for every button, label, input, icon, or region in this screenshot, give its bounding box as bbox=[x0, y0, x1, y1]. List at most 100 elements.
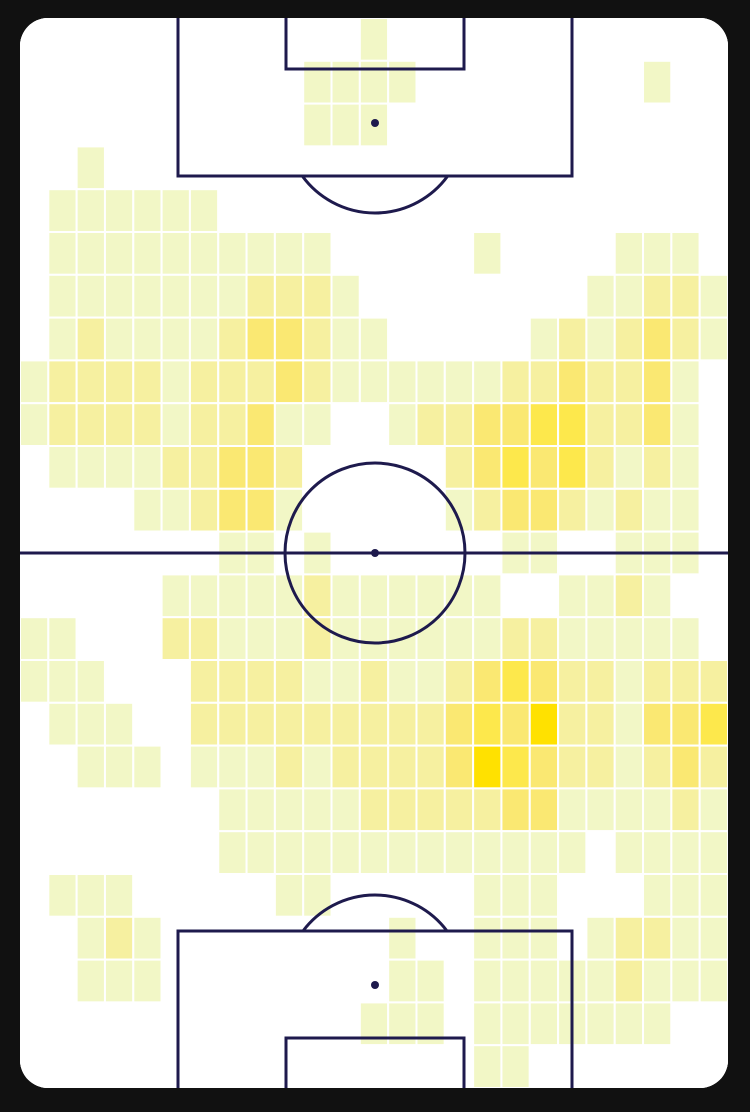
heat-cell bbox=[160, 231, 191, 276]
heat-cell bbox=[47, 231, 78, 276]
heat-cell bbox=[500, 402, 531, 448]
heat-cell bbox=[47, 18, 78, 62]
heat-cell bbox=[330, 102, 361, 148]
heat-cell bbox=[330, 487, 361, 533]
heat-cell bbox=[642, 701, 673, 747]
heat-cell bbox=[132, 445, 163, 490]
center-spot bbox=[371, 549, 379, 557]
heat-cell bbox=[670, 659, 701, 704]
heat-cell bbox=[188, 445, 220, 490]
heat-cell bbox=[302, 487, 333, 533]
heat-cell bbox=[415, 787, 446, 833]
heat-cell bbox=[245, 1001, 276, 1047]
heat-cell bbox=[642, 744, 673, 790]
heat-cell bbox=[75, 873, 106, 918]
heat-cell bbox=[670, 145, 701, 191]
heat-cell bbox=[472, 744, 503, 790]
heat-cell bbox=[443, 873, 475, 918]
heat-cell bbox=[20, 1001, 50, 1047]
heat-cell bbox=[75, 145, 106, 191]
heat-cell bbox=[103, 701, 135, 747]
heat-cell bbox=[188, 402, 220, 448]
heat-cell bbox=[160, 915, 191, 961]
heat-cell bbox=[500, 445, 531, 490]
heat-cell bbox=[472, 787, 503, 833]
heat-cell bbox=[245, 359, 276, 405]
heat-cell bbox=[557, 701, 588, 747]
heat-cell bbox=[302, 787, 333, 833]
heat-cell bbox=[188, 1044, 220, 1088]
heat-cell bbox=[245, 445, 276, 490]
heat-cell bbox=[698, 1044, 728, 1088]
heat-cell bbox=[670, 102, 701, 148]
heat-cell bbox=[642, 188, 673, 233]
heat-cell bbox=[75, 1001, 106, 1047]
heat-cell bbox=[103, 830, 135, 876]
heat-cell bbox=[245, 787, 276, 833]
heat-cell bbox=[75, 701, 106, 747]
heat-cell bbox=[103, 873, 135, 918]
heat-cell bbox=[500, 958, 531, 1004]
heat-cell bbox=[472, 445, 503, 490]
heat-cell bbox=[47, 188, 78, 233]
heat-cell bbox=[670, 701, 701, 747]
heat-cell bbox=[103, 59, 135, 105]
heat-cell bbox=[613, 231, 645, 276]
heat-cell bbox=[245, 830, 276, 876]
heat-cell bbox=[642, 830, 673, 876]
heat-cell bbox=[75, 915, 106, 961]
heat-cell bbox=[188, 958, 220, 1004]
heat-cell bbox=[670, 958, 701, 1004]
heat-cell bbox=[670, 445, 701, 490]
heat-cell bbox=[217, 188, 248, 233]
heat-cell bbox=[698, 359, 728, 405]
heat-cell bbox=[528, 316, 560, 362]
heat-cell bbox=[443, 958, 475, 1004]
heat-cell bbox=[585, 787, 616, 833]
heat-cell bbox=[358, 188, 390, 233]
heat-cell bbox=[500, 316, 531, 362]
heat-cell bbox=[443, 231, 475, 276]
heat-cell bbox=[302, 744, 333, 790]
heat-cell bbox=[472, 402, 503, 448]
heat-cell bbox=[585, 487, 616, 533]
heat-cell bbox=[443, 830, 475, 876]
heat-cell bbox=[103, 316, 135, 362]
heat-cell bbox=[245, 231, 276, 276]
heat-cell bbox=[500, 1001, 531, 1047]
heat-cell bbox=[387, 59, 418, 105]
heat-cell bbox=[472, 701, 503, 747]
heat-cell bbox=[273, 1044, 305, 1088]
heat-cell bbox=[443, 744, 475, 790]
heat-cell bbox=[642, 231, 673, 276]
heat-cell bbox=[528, 915, 560, 961]
heat-cell bbox=[217, 915, 248, 961]
heat-cell bbox=[443, 445, 475, 490]
heat-cell bbox=[132, 59, 163, 105]
heat-cell bbox=[585, 316, 616, 362]
heat-cell bbox=[698, 744, 728, 790]
heat-cell bbox=[358, 145, 390, 191]
heat-cell bbox=[302, 273, 333, 319]
heat-cell bbox=[387, 145, 418, 191]
heat-cell bbox=[103, 1044, 135, 1088]
heat-cell bbox=[103, 573, 135, 619]
heat-cell bbox=[330, 59, 361, 105]
heat-cell bbox=[670, 231, 701, 276]
heat-cell bbox=[302, 1044, 333, 1088]
heat-cell bbox=[387, 102, 418, 148]
heat-cell bbox=[217, 273, 248, 319]
heat-cell bbox=[217, 744, 248, 790]
heat-cell bbox=[642, 18, 673, 62]
heat-cell bbox=[585, 445, 616, 490]
heat-cell bbox=[160, 18, 191, 62]
heat-cell bbox=[273, 830, 305, 876]
heat-cell bbox=[75, 188, 106, 233]
heat-cell bbox=[132, 744, 163, 790]
heat-cell bbox=[585, 359, 616, 405]
heat-cell bbox=[642, 59, 673, 105]
heat-cell bbox=[500, 273, 531, 319]
heat-cell bbox=[358, 273, 390, 319]
heat-cell bbox=[103, 958, 135, 1004]
heat-cell bbox=[245, 487, 276, 533]
